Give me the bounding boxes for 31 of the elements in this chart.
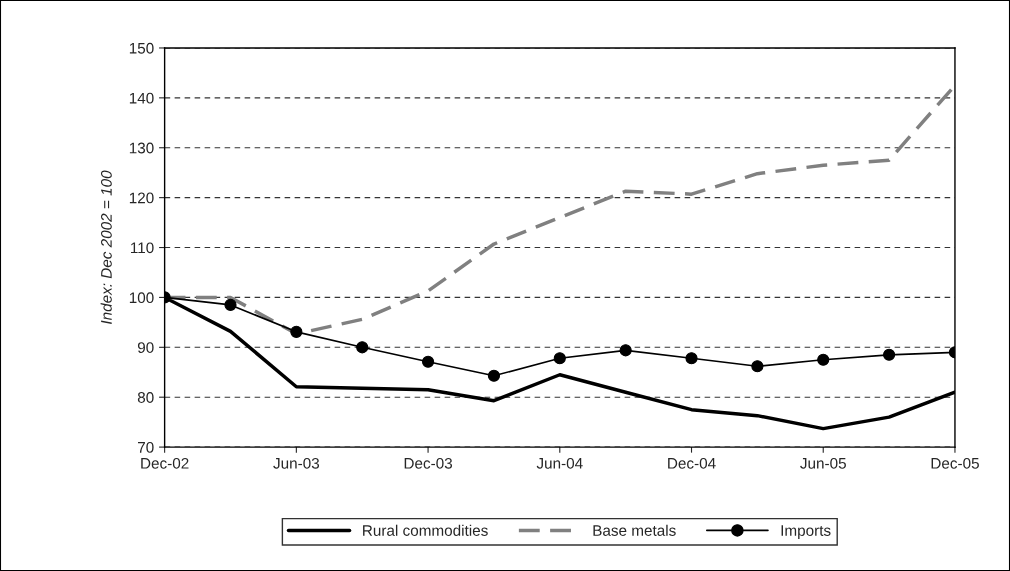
- y-axis-title: Index: Dec 2002 = 100: [100, 170, 112, 324]
- point: [553, 352, 566, 365]
- x-tick-label: Dec-02: [141, 457, 189, 469]
- point: [487, 369, 501, 382]
- point: [883, 348, 896, 361]
- point: [290, 325, 303, 338]
- legend-label: Rural commodities: [363, 524, 488, 536]
- x-tick-label: Dec-05: [931, 457, 979, 469]
- x-tick-label: Dec-03: [404, 457, 453, 469]
- x-tick-label: Jun-03: [273, 457, 320, 469]
- y-tick-label: 80: [137, 392, 154, 403]
- y-tick-label: 120: [129, 192, 154, 204]
- x-tick-label: Jun-05: [800, 457, 846, 469]
- point: [224, 298, 237, 311]
- y-tick-label: 130: [129, 142, 154, 154]
- point: [356, 341, 369, 354]
- y-tick-label: 140: [129, 92, 154, 104]
- y-tick-label: 70: [138, 441, 154, 453]
- y-tick-label: 110: [131, 242, 154, 254]
- legend-label: Base metals: [593, 524, 676, 536]
- point: [422, 355, 435, 368]
- point: [751, 360, 764, 373]
- y-tick-label: 90: [137, 342, 154, 353]
- y-tick-label: 150: [129, 42, 154, 54]
- legend-label: Imports: [781, 525, 831, 539]
- point: [817, 353, 830, 366]
- point: [619, 344, 632, 357]
- point: [685, 352, 698, 365]
- x-tick-label: Jun-04: [536, 457, 583, 469]
- x-tick-label: Dec-04: [668, 457, 716, 469]
- y-tick-label: 100: [129, 292, 154, 304]
